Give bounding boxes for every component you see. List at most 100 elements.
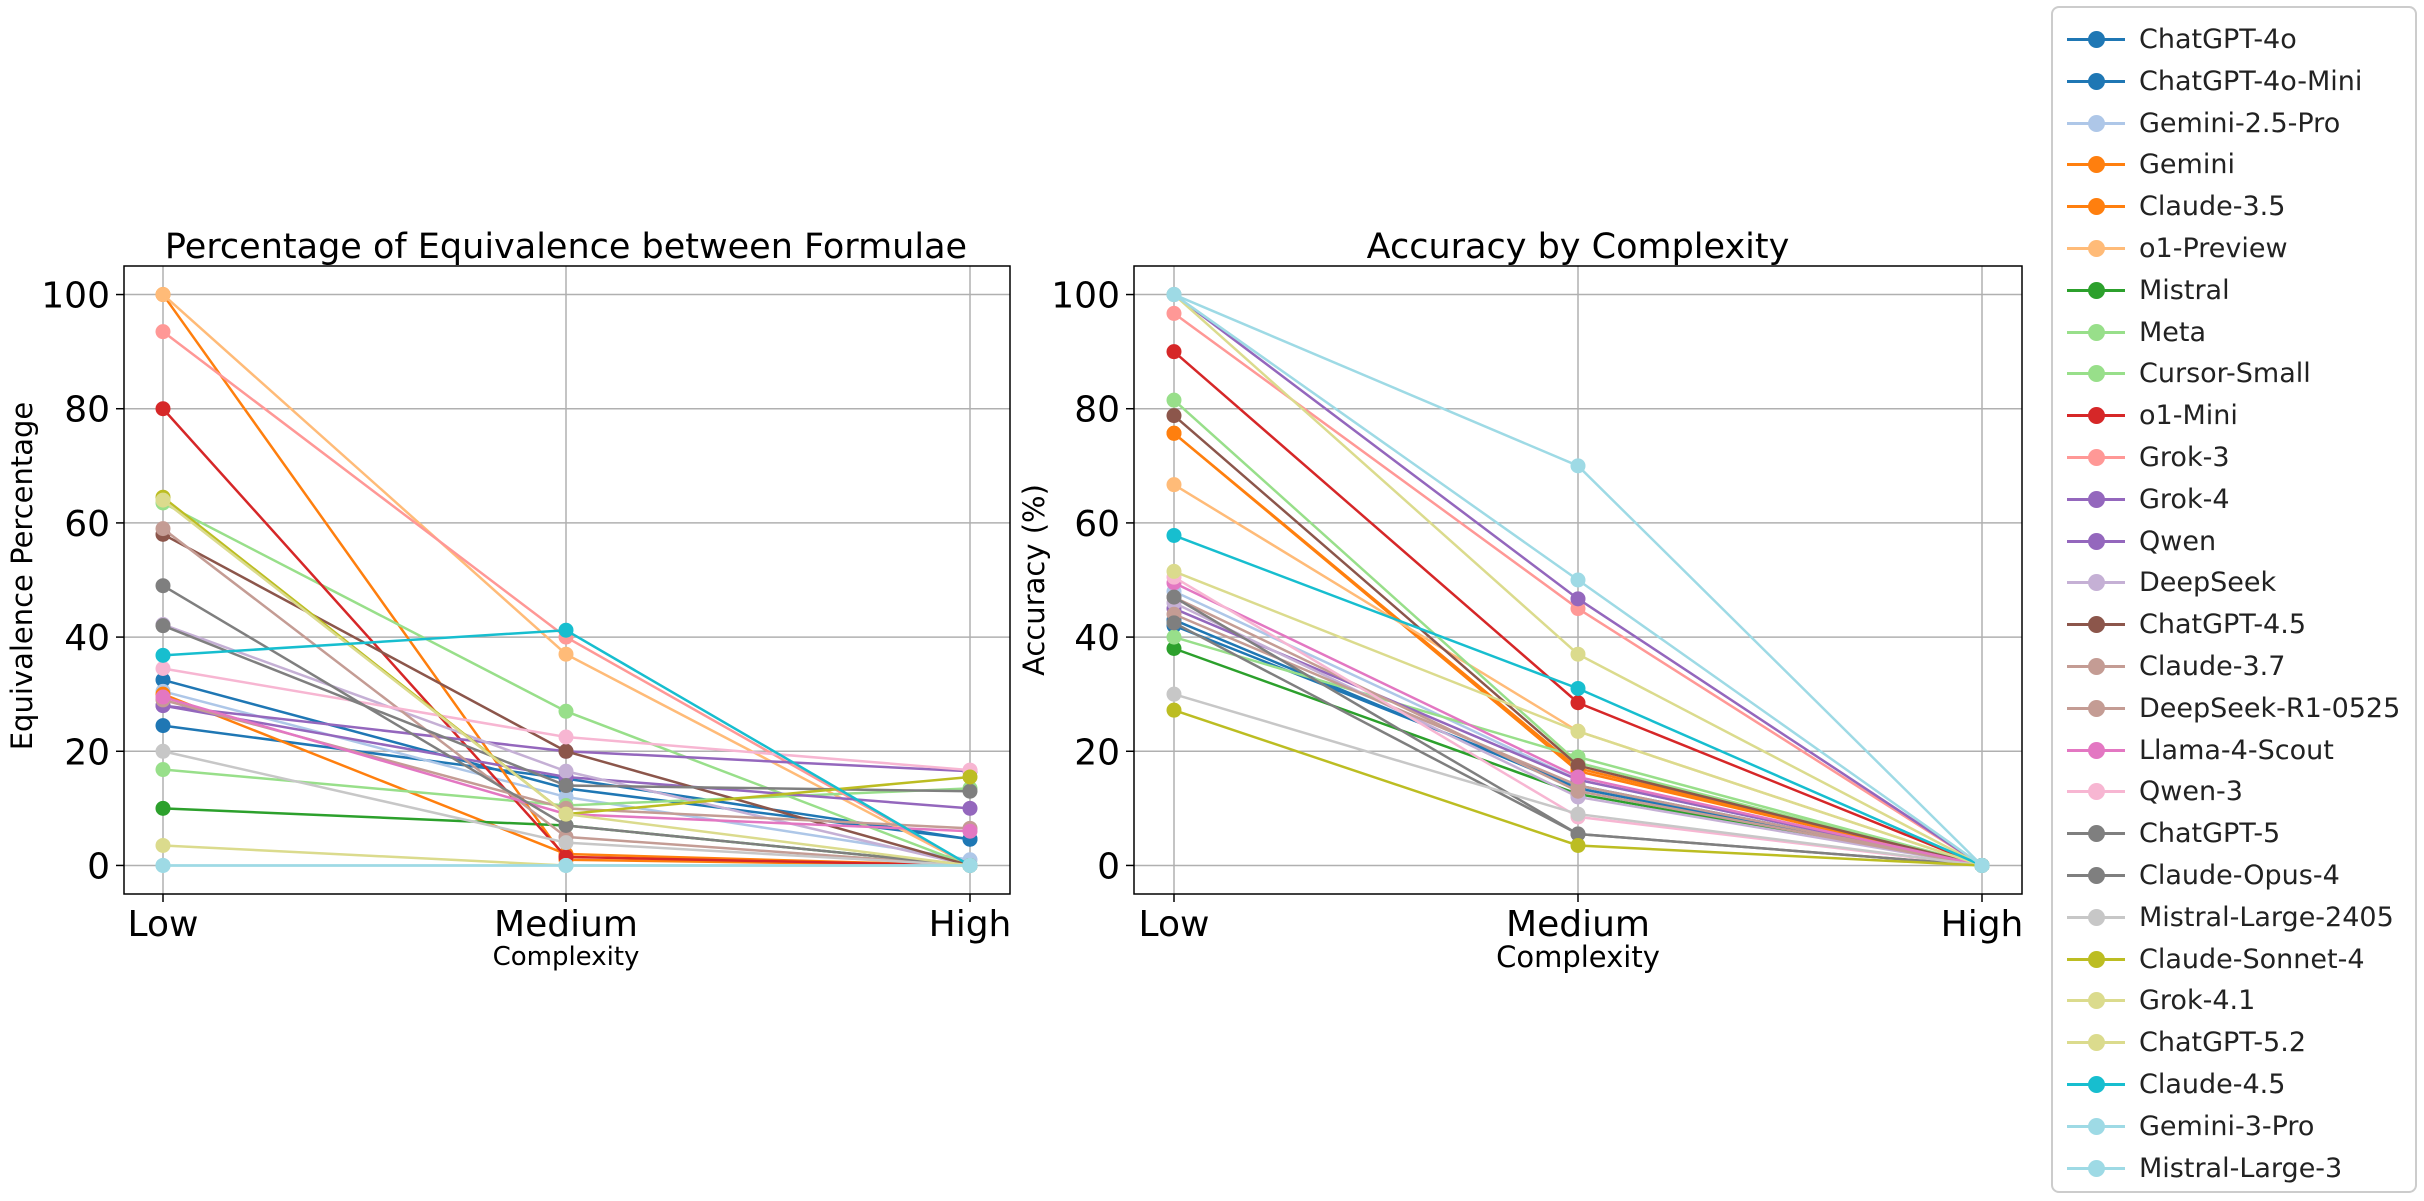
legend-entry: Qwen-3 — [2053, 770, 2419, 812]
y-tick-label: 40 — [1074, 618, 1120, 659]
data-point — [1570, 758, 1586, 774]
legend-marker-swatch — [2088, 407, 2105, 425]
plot-frame — [123, 265, 1011, 895]
legend-entry: ChatGPT-5.2 — [2053, 1021, 2419, 1063]
series-ChatGPT-5.2 — [155, 492, 978, 873]
legend-entry: Mistral-Large-3 — [2053, 1147, 2419, 1189]
data-point — [962, 769, 978, 785]
data-point — [1166, 589, 1182, 605]
legend-label: ChatGPT-5.2 — [2139, 1027, 2306, 1059]
data-point — [1166, 527, 1182, 543]
legend-label: Gemini-2.5-Pro — [2139, 107, 2341, 139]
y-tick-label: 60 — [1074, 504, 1120, 545]
legend-entry: Gemini-2.5-Pro — [2053, 102, 2419, 144]
legend-entry: Grok-4.1 — [2053, 979, 2419, 1021]
legend-marker-swatch — [2088, 867, 2105, 884]
data-point — [155, 689, 171, 705]
x-tick-label: High — [1941, 904, 2024, 945]
legend-marker-swatch — [2088, 31, 2105, 48]
data-point — [1166, 629, 1182, 645]
legend-label: Claude-3.5 — [2139, 191, 2286, 223]
y-tick-label: 80 — [1074, 390, 1120, 431]
legend-entry: Mistral-Large-2405 — [2053, 896, 2419, 938]
legend-marker-swatch — [2088, 198, 2105, 216]
legend-marker-swatch — [2088, 658, 2105, 675]
data-point — [1570, 591, 1586, 607]
legend-marker-swatch — [2088, 1034, 2105, 1052]
legend-label: Claude-4.5 — [2139, 1069, 2286, 1100]
legend-label: Mistral — [2139, 274, 2230, 306]
y-tick-label: 40 — [64, 618, 110, 659]
data-point — [155, 578, 171, 594]
data-point — [1166, 408, 1182, 424]
series-Mistral-Large-3 — [1166, 287, 1990, 873]
legend-label: Claude-Sonnet-4 — [2139, 943, 2365, 975]
legend-marker-swatch — [2088, 574, 2105, 592]
legend-marker-swatch — [2088, 156, 2105, 174]
legend-marker-swatch — [2088, 1117, 2105, 1135]
x-tick-label: Low — [128, 904, 199, 945]
legend-marker-swatch — [2088, 741, 2105, 759]
data-point — [558, 763, 574, 779]
legend-marker-swatch — [2088, 992, 2105, 1010]
data-point — [558, 778, 574, 794]
chart-title: Percentage of Equivalence between Formul… — [165, 227, 967, 267]
legend-label: Grok-4.1 — [2139, 985, 2256, 1017]
legend-marker-swatch — [2088, 950, 2105, 968]
data-point — [558, 835, 574, 851]
y-axis-label: Accuracy (%) — [1017, 484, 1051, 676]
data-point — [1166, 392, 1182, 408]
legend-label: DeepSeek — [2139, 567, 2277, 599]
data-point — [962, 857, 978, 873]
data-point — [1570, 769, 1586, 785]
legend-entry: o1-Mini — [2053, 394, 2419, 436]
x-axis-label: Complexity — [1496, 940, 1660, 974]
x-axis-label: Complexity — [493, 942, 640, 972]
data-point — [155, 324, 171, 340]
legend-entry: DeepSeek — [2053, 561, 2419, 603]
legend-marker-swatch — [2088, 783, 2105, 801]
legend-entry: o1-Preview — [2053, 227, 2419, 269]
data-point — [155, 618, 171, 634]
chart-title: Accuracy by Complexity — [1367, 227, 1790, 267]
legend-marker-swatch — [2088, 114, 2105, 132]
data-point — [1166, 305, 1182, 321]
data-point — [1570, 826, 1586, 842]
legend-entry: Claude-Sonnet-4 — [2053, 938, 2419, 980]
legend-marker-swatch — [2088, 323, 2105, 341]
legend-entry: Claude-Opus-4 — [2053, 854, 2419, 896]
legend-marker-swatch — [2088, 1076, 2105, 1093]
data-point — [962, 823, 978, 839]
legend-marker-swatch — [2088, 825, 2105, 843]
data-point — [1570, 572, 1586, 588]
series-Mistral-Large-3 — [155, 857, 978, 873]
y-tick-label: 80 — [64, 390, 110, 431]
legend-entry: ChatGPT-4o-Mini — [2053, 60, 2419, 102]
data-point — [558, 743, 574, 759]
legend-marker-swatch — [2088, 532, 2105, 550]
legend-marker-swatch — [2088, 240, 2105, 257]
legend-entry: Meta — [2053, 311, 2419, 353]
legend-entry: ChatGPT-5 — [2053, 812, 2419, 854]
data-point — [558, 729, 574, 745]
data-point — [1166, 287, 1182, 303]
legend-label: Mistral-Large-3 — [2139, 1152, 2343, 1184]
legend-entry: ChatGPT-4.5 — [2053, 603, 2419, 645]
legend-label: Qwen-3 — [2139, 776, 2243, 808]
x-tick-label: High — [929, 904, 1012, 945]
data-point — [155, 492, 171, 508]
legend-entry: Grok-3 — [2053, 436, 2419, 478]
legend-entry: Claude-4.5 — [2053, 1063, 2419, 1105]
x-tick-label: Medium — [494, 904, 638, 945]
data-point — [1570, 646, 1586, 662]
legend-entry: Mistral — [2053, 269, 2419, 311]
legend-label: Gemini-3-Pro — [2139, 1110, 2315, 1142]
legend-label: Qwen — [2139, 525, 2217, 557]
y-tick-label: 0 — [1097, 846, 1120, 887]
data-point — [1570, 458, 1586, 474]
data-point — [155, 718, 171, 734]
y-tick-label: 20 — [1074, 732, 1120, 773]
legend-marker-swatch — [2088, 699, 2105, 717]
legend-label: ChatGPT-4.5 — [2139, 609, 2306, 641]
legend-marker-swatch — [2088, 1159, 2105, 1177]
